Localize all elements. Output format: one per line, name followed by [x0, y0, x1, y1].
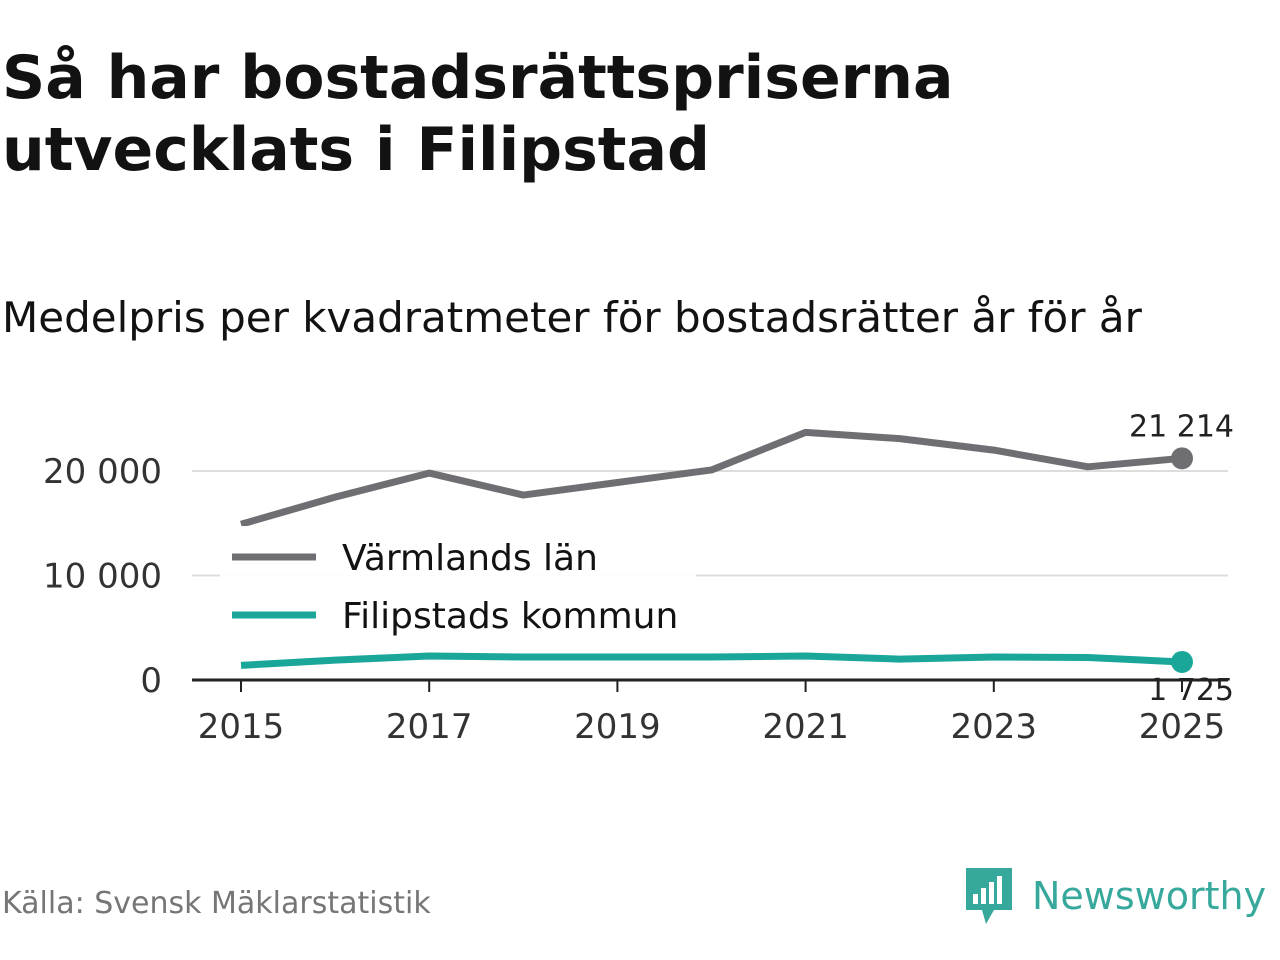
x-tick-label: 2017	[386, 707, 473, 747]
brand[interactable]: Newsworthy	[964, 866, 1266, 926]
legend-label-1: Filipstads kommun	[342, 596, 678, 637]
series-line-1	[240, 652, 1183, 669]
series-end-point-1	[1171, 650, 1193, 673]
y-tick-label: 20 000	[43, 452, 162, 492]
source-note: Källa: Svensk Mäklarstatistik	[2, 886, 431, 921]
series-end-label-1: 1 725	[1148, 673, 1234, 708]
x-tick-label: 2025	[1139, 707, 1226, 747]
newsworthy-logo-icon	[966, 868, 1012, 924]
x-tick-label: 2015	[198, 707, 285, 747]
brand-name: Newsworthy	[1032, 874, 1267, 918]
x-tick-label: 2019	[574, 707, 661, 747]
x-tick-label: 2021	[762, 707, 849, 747]
y-tick-label: 0	[140, 661, 162, 701]
series-line-0	[240, 428, 1183, 528]
legend-label-0: Värmlands län	[342, 538, 598, 579]
x-tick-label: 2023	[951, 707, 1038, 747]
series-end-point-0	[1171, 447, 1193, 470]
series-end-label-0: 21 214	[1129, 409, 1234, 444]
legend-box	[220, 526, 696, 652]
y-tick-label: 10 000	[43, 557, 162, 597]
chart-title: Så har bostadsrättspriserna utvecklats i…	[2, 43, 954, 185]
chart-subtitle: Medelpris per kvadratmeter för bostadsrä…	[2, 293, 1142, 342]
